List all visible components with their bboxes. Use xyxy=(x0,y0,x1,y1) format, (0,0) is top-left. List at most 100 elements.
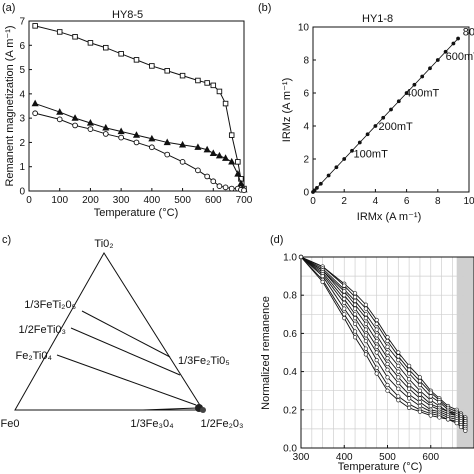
data-point xyxy=(215,151,223,159)
vertex-label-top: Ti0₂ xyxy=(94,238,113,250)
field-annotation: 800 xyxy=(463,26,474,38)
data-point xyxy=(420,74,425,79)
x-tick-label: 0 xyxy=(26,195,32,206)
data-point xyxy=(363,333,368,338)
data-point xyxy=(342,306,347,311)
data-point xyxy=(374,327,379,332)
x-tick-label: 400 xyxy=(336,452,353,463)
data-point xyxy=(352,291,358,296)
data-point xyxy=(443,49,448,54)
data-point xyxy=(195,77,201,84)
data-point xyxy=(194,143,202,150)
data-point xyxy=(407,377,412,382)
y-tick-label: 0.8 xyxy=(283,291,297,302)
data-point xyxy=(210,82,217,89)
data-point xyxy=(385,375,390,380)
data-point xyxy=(352,302,358,307)
data-point xyxy=(417,400,423,405)
data-point xyxy=(407,367,412,372)
x-tick-label: 8 xyxy=(435,196,441,207)
data-point xyxy=(222,154,230,161)
data-point xyxy=(102,123,110,131)
data-point xyxy=(352,321,358,326)
data-point xyxy=(352,295,358,300)
data-point xyxy=(352,298,358,304)
data-point xyxy=(417,379,423,384)
x-axis-label-d: Temperature (°C) xyxy=(338,461,422,473)
data-point xyxy=(195,167,201,174)
data-point xyxy=(385,388,390,393)
data-point xyxy=(228,157,236,165)
vertex-label-left: Fe0 xyxy=(1,418,20,430)
field-annotation: 600mT xyxy=(446,51,474,63)
left-label-1: 1/3FeTi₂0₅ xyxy=(24,299,76,311)
data-point xyxy=(216,183,223,189)
y-axis-label-d: Normalized remanence xyxy=(260,296,272,410)
x-tick-label: 400 xyxy=(144,195,161,206)
x-tick-label: 500 xyxy=(379,452,396,463)
data-point xyxy=(428,398,433,403)
chart-panel-b: HY1-8 IRMx (A m⁻¹) IRMz (A m⁻¹) 0 2 4 6 8 100… xyxy=(281,13,474,223)
data-point xyxy=(342,316,347,321)
data-point xyxy=(456,36,460,41)
data-point xyxy=(103,44,109,51)
y-tick-label: 6 xyxy=(19,41,25,52)
data-point xyxy=(132,131,141,138)
panel-d-letter: (d) xyxy=(270,234,283,246)
data-point xyxy=(396,386,401,391)
data-point xyxy=(56,116,63,123)
data-point xyxy=(407,371,412,376)
data-point xyxy=(417,382,423,388)
data-point xyxy=(133,57,140,63)
data-point xyxy=(342,289,347,294)
y-tick-label: 0.2 xyxy=(283,405,297,416)
data-point xyxy=(396,369,401,374)
bottom-label-1: 1/3Fe₃0₄ xyxy=(130,418,174,430)
panel-b-letter: (b) xyxy=(258,2,271,14)
data-point xyxy=(118,134,124,141)
data-point xyxy=(228,185,235,192)
data-point xyxy=(241,187,247,194)
data-point xyxy=(374,317,379,323)
data-point xyxy=(164,68,170,74)
data-point xyxy=(342,157,347,161)
data-point xyxy=(357,140,362,145)
data-point xyxy=(374,358,379,363)
tie-line-3 xyxy=(56,354,197,406)
y-tick-label: 4 xyxy=(303,122,309,133)
tie-line-2 xyxy=(70,327,181,376)
data-point xyxy=(203,145,211,153)
y-tick-label: 0.4 xyxy=(283,367,297,378)
data-point xyxy=(237,179,245,187)
data-point xyxy=(363,327,368,332)
data-point xyxy=(385,338,390,344)
data-point xyxy=(149,63,155,69)
x-tick-label: 500 xyxy=(174,195,191,206)
data-point xyxy=(342,293,347,298)
x-tick-label: 600 xyxy=(422,452,439,463)
data-point xyxy=(312,188,317,193)
x-tick-label: 2 xyxy=(341,196,347,207)
data-point xyxy=(417,396,423,401)
data-point xyxy=(87,40,94,46)
series-line xyxy=(35,25,245,189)
data-point xyxy=(417,388,423,393)
y-tick-label: 6 xyxy=(303,89,309,100)
x-tick-label: 300 xyxy=(293,452,310,463)
plot-frame-b xyxy=(312,26,470,193)
data-point xyxy=(315,185,319,190)
data-point xyxy=(179,159,186,165)
data-point xyxy=(86,119,94,126)
data-point xyxy=(363,302,368,307)
data-point xyxy=(352,329,358,334)
plot-frame-a xyxy=(28,20,245,192)
data-point xyxy=(396,398,401,403)
chart-panel-a: HY8-5 Temperature (°C) Remanent magnetiz… xyxy=(4,9,253,219)
series-line xyxy=(300,256,466,422)
data-point xyxy=(228,132,235,138)
series-line xyxy=(300,256,466,418)
data-point xyxy=(352,316,358,321)
data-point xyxy=(407,396,412,401)
data-point xyxy=(437,400,442,405)
data-point xyxy=(389,107,393,112)
